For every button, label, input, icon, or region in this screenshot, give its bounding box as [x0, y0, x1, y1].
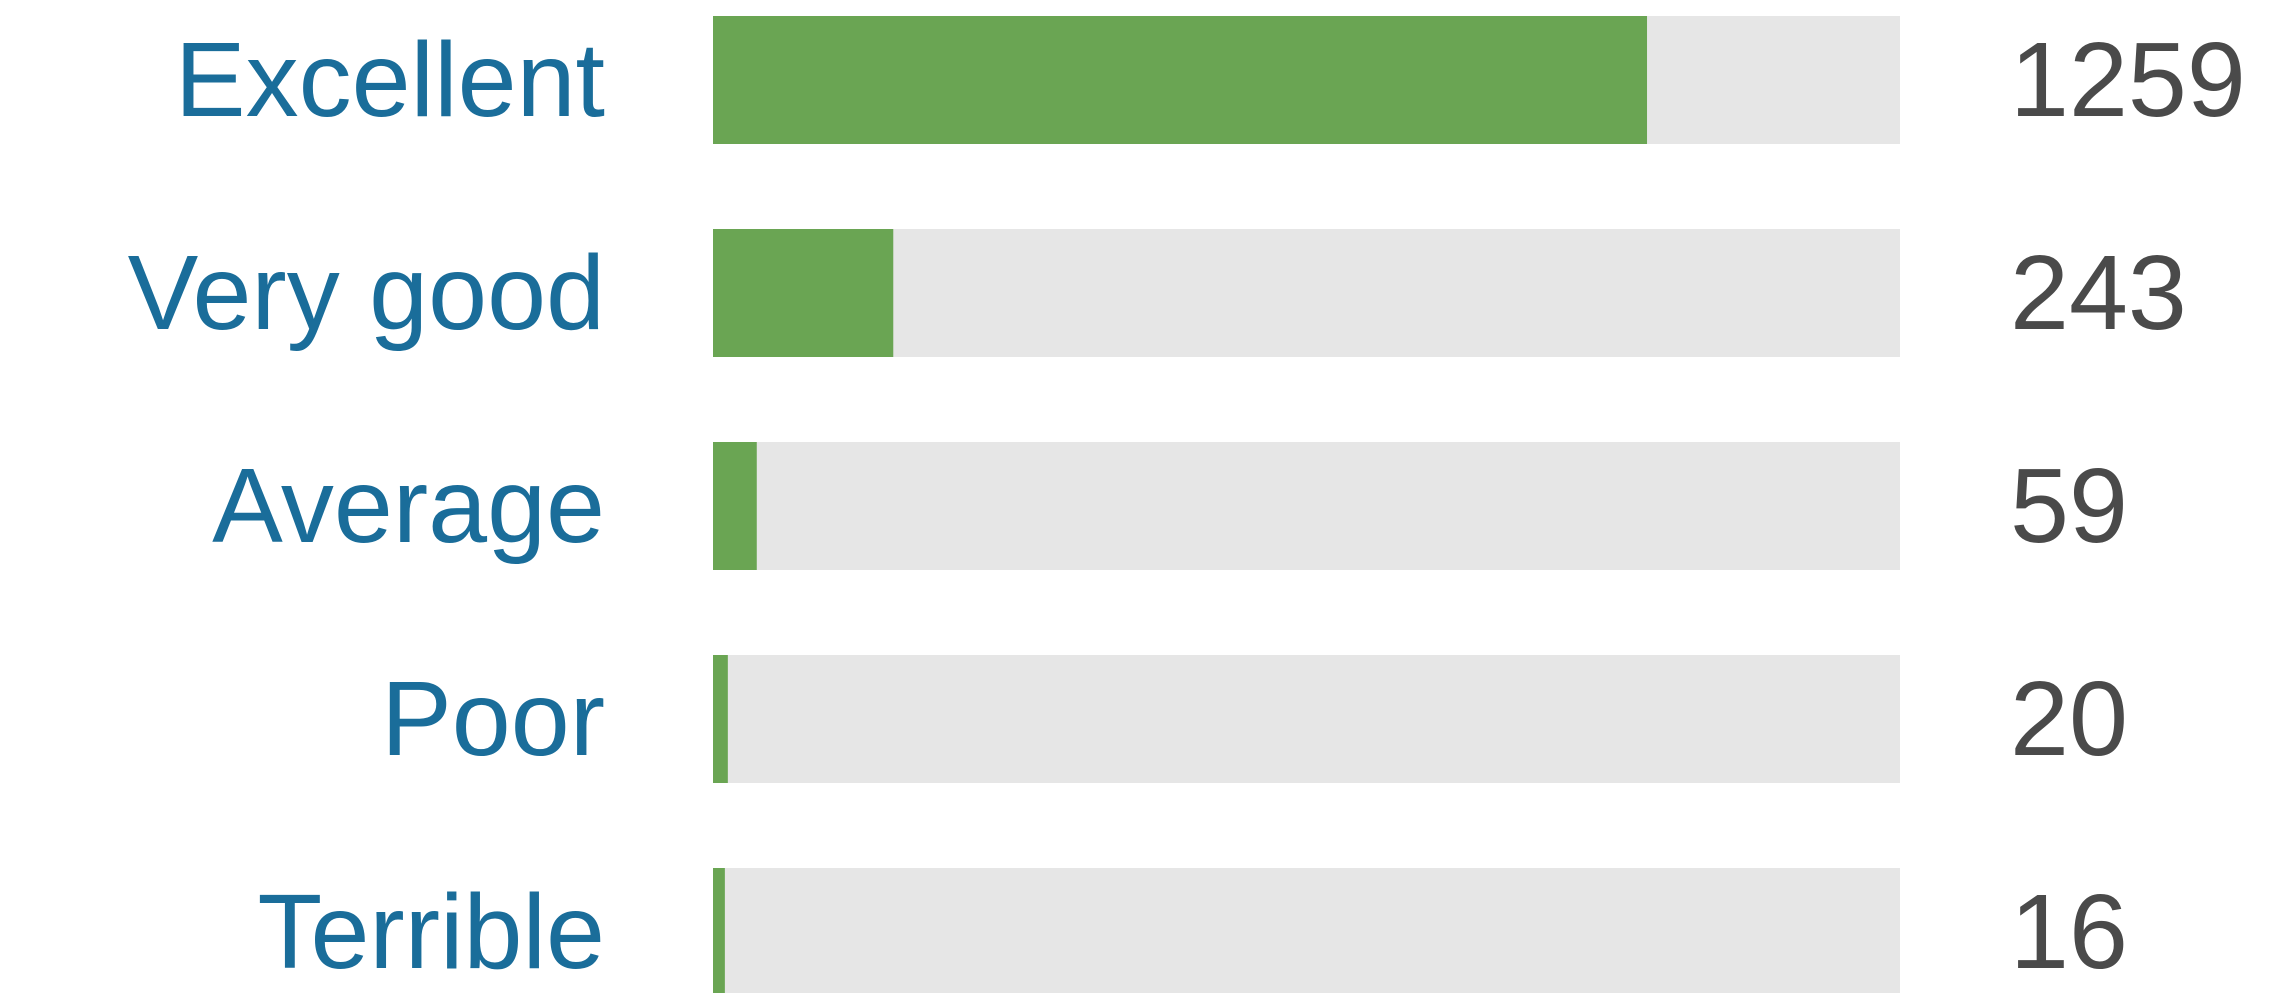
- rating-row-very-good: Very good 243: [128, 229, 2187, 357]
- bar-excellent: [713, 16, 1648, 144]
- rating-row-terrible: Terrible 16: [257, 868, 2128, 993]
- rating-row-poor: Poor 20: [381, 655, 2128, 783]
- value-label-very-good: 243: [2010, 234, 2187, 352]
- category-label-excellent: Excellent: [175, 21, 605, 139]
- category-label-very-good: Very good: [128, 234, 605, 352]
- bar-poor: [713, 655, 728, 783]
- bar-track-very-good: [713, 229, 1900, 357]
- value-label-excellent: 1259: [2010, 21, 2246, 139]
- bar-track-poor: [713, 655, 1900, 783]
- category-label-terrible: Terrible: [257, 873, 605, 991]
- bar-average: [713, 442, 757, 570]
- bar-very-good: [713, 229, 894, 357]
- bar-terrible: [713, 868, 725, 993]
- bar-track-average: [713, 442, 1900, 570]
- bar-track-terrible: [713, 868, 1900, 993]
- category-label-poor: Poor: [381, 660, 605, 778]
- rating-row-excellent: Excellent 1259: [175, 16, 2246, 144]
- value-label-average: 59: [2010, 447, 2128, 565]
- value-label-poor: 20: [2010, 660, 2128, 778]
- value-label-terrible: 16: [2010, 873, 2128, 991]
- rating-row-average: Average 59: [212, 442, 2128, 570]
- category-label-average: Average: [212, 447, 605, 565]
